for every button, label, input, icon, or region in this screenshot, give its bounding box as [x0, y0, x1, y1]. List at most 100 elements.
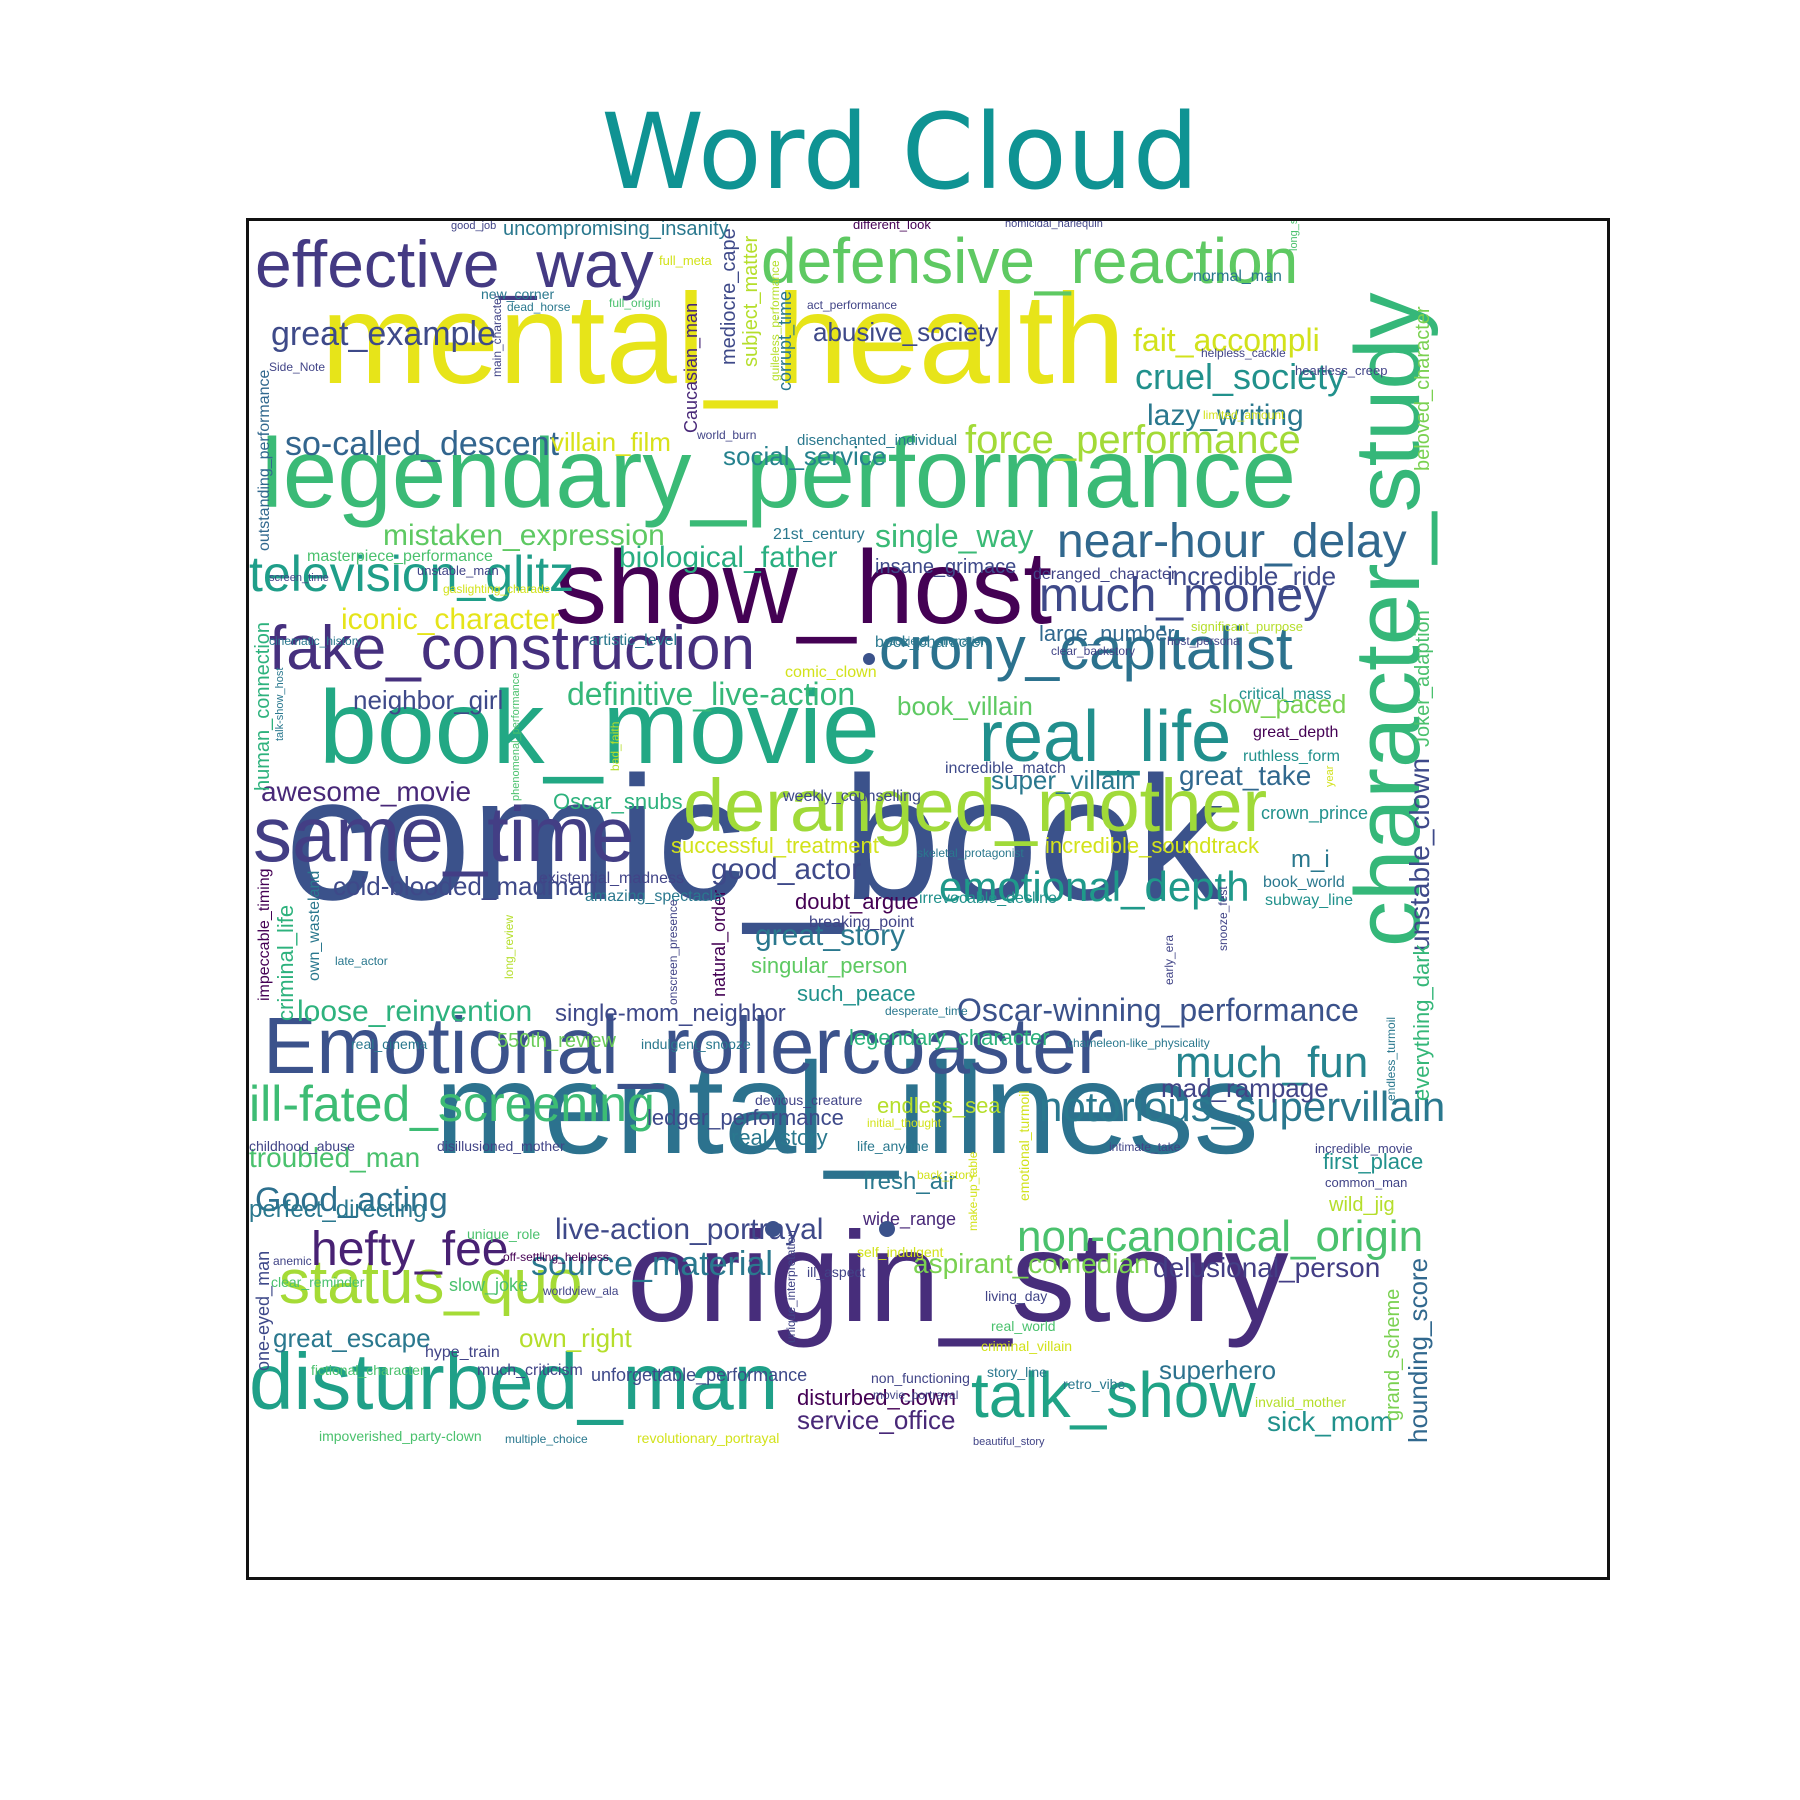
word-story-line: story_line	[987, 1364, 1047, 1380]
word-successful-treatment: successful_treatment	[671, 833, 879, 858]
word-world-burn: world_burn	[696, 428, 756, 442]
word-new-corner: new_corner	[481, 286, 554, 302]
word-worldview-ala: worldview_ala	[542, 1284, 619, 1298]
word-real-story: real_story	[731, 1125, 828, 1150]
chart-title: Word Cloud	[601, 91, 1199, 213]
word-clear-reminder: clear_reminder	[271, 1274, 365, 1290]
word-force-performance: force_performance	[965, 418, 1301, 462]
word-full-meta: full_meta	[659, 253, 713, 268]
word-dead-horse: dead_horse	[507, 300, 571, 314]
word-source-material: source_material	[531, 1245, 773, 1283]
word-non-canonical-origin: non-canonical_origin	[1017, 1212, 1423, 1261]
word-beautiful-story: beautiful_story	[973, 1436, 1045, 1448]
word-incredible-match: incredible_match	[945, 760, 1066, 777]
word-invalid-mother: invalid_mother	[1255, 1394, 1346, 1410]
word-cloud-frame: comic_book mental_health mental_illness ori…	[246, 218, 1610, 1580]
word-corrupt-time: corrupt_time	[775, 291, 796, 391]
word-subject-matter: subject_matter	[740, 235, 762, 367]
word-childhood-abuse: childhood_abuse	[249, 1138, 355, 1154]
word-disturbed-clown: disturbed_clown	[797, 1385, 956, 1410]
word-real-world: real_world	[991, 1318, 1056, 1334]
word-incredible-ride: incredible_ride	[1167, 561, 1336, 591]
word-grand-scheme: grand_scheme	[1382, 1289, 1404, 1421]
word-superhero: superhero	[1159, 1355, 1276, 1385]
word-fresh-air: fresh_air	[863, 1168, 956, 1195]
word-large-number: large_number	[1039, 621, 1175, 646]
word-retro-vibe: retro_vibe	[1063, 1376, 1125, 1392]
word-show-host: show_host	[555, 530, 1052, 646]
word-villain-film: villain_film	[551, 427, 671, 457]
word-normal-man: normal_man	[1193, 268, 1282, 285]
word-incredible-movie: incredible_movie	[1315, 1141, 1413, 1156]
word-act-performance: act_performance	[807, 298, 897, 312]
word-iconic-character: iconic_character	[341, 603, 559, 636]
word-unstable-man: unstable_man	[417, 563, 499, 578]
word-book-movie: book_movie	[319, 670, 880, 786]
word-hounding-score: hounding_score	[1403, 1258, 1433, 1443]
word-wild-jig: wild_jig	[1328, 1194, 1395, 1216]
word-revolutionary-portrayal: revolutionary_portrayal	[637, 1430, 779, 1446]
word-unstable-clown: unstable_clown	[1404, 758, 1435, 951]
word-effective-way: effective_way	[255, 227, 654, 301]
punctuation-dot-4	[879, 1221, 895, 1237]
word-movie-portrayal: movie_portrayal	[873, 1388, 958, 1402]
word-real-life: real_life	[979, 697, 1231, 777]
word-different-look: different_look	[853, 221, 931, 232]
word-late-actor: late_actor	[335, 954, 388, 968]
word-disenchanted-individual: disenchanted_individual	[797, 432, 957, 449]
word-mad-rampage: mad_rampage	[1161, 1073, 1329, 1103]
word-disturbed-man: disturbed_man	[249, 1337, 778, 1426]
word-comic-book: comic_book	[285, 741, 1225, 937]
word-slow-joke: slow_joke	[449, 1275, 528, 1296]
punctuation-dot-3	[765, 1221, 781, 1237]
word-first-place: first_place	[1323, 1149, 1423, 1174]
word-endless-sea: endless_sea	[877, 1093, 1001, 1118]
word-mediocre-cape: mediocre_cape	[718, 228, 740, 365]
word-single-mom-neighbor: single-mom_neighbor	[555, 1000, 786, 1027]
word-endless-turmoil: endless_turmoil	[1384, 1017, 1398, 1101]
word-everything-dark: everything_dark	[1409, 943, 1434, 1101]
word-m-i: m_i	[1291, 846, 1330, 873]
word-comic-clown: comic_clown	[785, 664, 877, 681]
word-origin-story: origin_story	[627, 1206, 1289, 1349]
word-good-acting: Good_acting	[255, 1181, 448, 1219]
word-ledger-performance: ledger_performance	[647, 1105, 844, 1130]
word-singular-person: singular_person	[751, 953, 908, 978]
word-book-villain: book_villain	[897, 691, 1033, 721]
word-ruthless-form: ruthless_form	[1243, 748, 1340, 765]
word-awesome-movie: awesome_movie	[261, 776, 471, 807]
word-uncompromising-insanity: uncompromising_insanity	[503, 221, 729, 240]
word-early-era: early_era	[1162, 935, 1176, 985]
word-criminal-life: criminal_life	[273, 905, 298, 1021]
word-oscar-snubs: Oscar_snubs	[553, 789, 683, 814]
word-insane-grimace: insane_grimace	[875, 556, 1016, 578]
word-single-way: single_way	[875, 518, 1033, 554]
word-unique-interpretation: unique_interpretation	[784, 1230, 798, 1343]
word-skeletal-protagonist: skeletal_protagonist	[917, 846, 1024, 860]
word-television-glitz: television_glitz	[249, 546, 574, 602]
word-doubt-argue: doubt_argue	[795, 889, 919, 914]
word-main-character: main_character	[490, 294, 504, 377]
word-snooze-fest: snooze_fest	[1216, 886, 1230, 951]
word-own-wasteland: own_wasteland	[306, 871, 323, 981]
word-definitive-live-action: definitive_live-action	[567, 676, 855, 712]
word-fictional-character: fictional_character	[311, 1362, 425, 1378]
word-so-called-descent: so-called_descent	[285, 425, 560, 463]
word-phenomenal-performance: phenomenal_performance	[510, 673, 522, 801]
word-homicidal-harlequin: homicidal_harlequin	[1005, 221, 1103, 230]
word-notorious-supervillain: notorious_supervillain	[1039, 1083, 1445, 1130]
word-life-anyone: life_anyone	[857, 1138, 929, 1154]
word-natural-order: natural_order	[709, 890, 730, 997]
word-great-take: great_take	[1179, 760, 1311, 791]
word-troubled-man: troubled_man	[249, 1142, 420, 1173]
word-desperate-time: desperate_time	[885, 1004, 968, 1018]
word-emotional-depth: emotional_depth	[939, 863, 1250, 910]
word-emotional-rollercoaster: Emotional_rollercoaster	[263, 1001, 1103, 1090]
word-cloud: comic_book mental_health mental_illnessori…	[249, 221, 1445, 1448]
word-deranged-mother: deranged_mother	[683, 764, 1267, 847]
word-self-indulgent: self_indulgent	[857, 1244, 944, 1260]
word-legendary-character: legendary_character	[849, 1025, 1050, 1050]
word-talk-show-host: talk-show_host	[274, 668, 286, 741]
word-much-criticism: much_criticism	[477, 1362, 583, 1379]
word-human-connection: human_connection	[252, 622, 274, 791]
